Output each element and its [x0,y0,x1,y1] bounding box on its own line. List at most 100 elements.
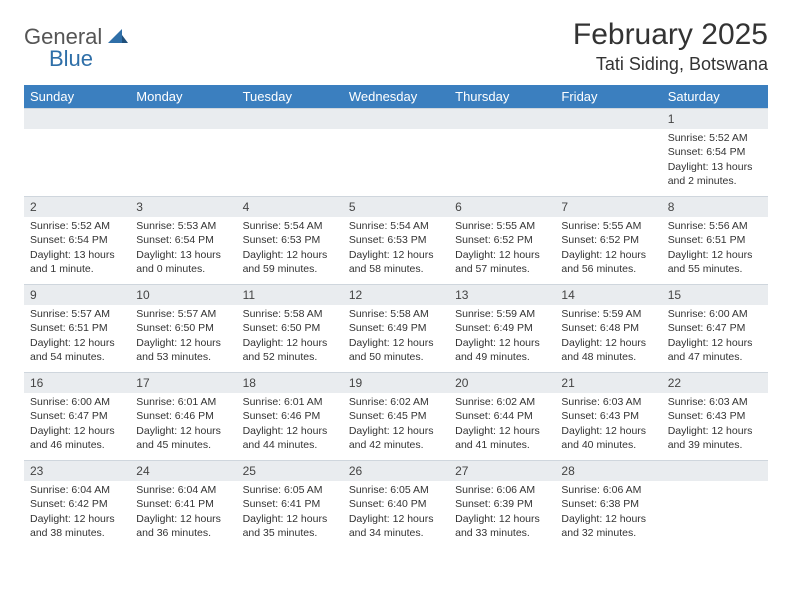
day-sunset: Sunset: 6:47 PM [30,409,124,423]
day-sunrise: Sunrise: 6:03 AM [668,395,762,409]
day-daylight: Daylight: 12 hours and 56 minutes. [561,248,655,276]
day-sunrise: Sunrise: 5:52 AM [668,131,762,145]
title-block: February 2025 Tati Siding, Botswana [573,18,768,75]
weekday-friday: Friday [555,85,661,108]
day-daylight: Daylight: 12 hours and 58 minutes. [349,248,443,276]
day-sunrise: Sunrise: 6:05 AM [243,483,337,497]
day-sunset: Sunset: 6:43 PM [668,409,762,423]
day-cell: 10Sunrise: 5:57 AMSunset: 6:50 PMDayligh… [130,284,236,372]
day-cell: 14Sunrise: 5:59 AMSunset: 6:48 PMDayligh… [555,284,661,372]
day-body: Sunrise: 6:05 AMSunset: 6:40 PMDaylight:… [343,481,449,546]
day-daylight: Daylight: 12 hours and 59 minutes. [243,248,337,276]
day-number: 27 [449,461,555,481]
day-sunset: Sunset: 6:39 PM [455,497,549,511]
calendar-week: 2Sunrise: 5:52 AMSunset: 6:54 PMDaylight… [24,196,768,284]
day-sunset: Sunset: 6:54 PM [30,233,124,247]
day-body: Sunrise: 5:56 AMSunset: 6:51 PMDaylight:… [662,217,768,282]
day-number: 5 [343,197,449,217]
day-sunset: Sunset: 6:51 PM [668,233,762,247]
day-body: Sunrise: 6:06 AMSunset: 6:38 PMDaylight:… [555,481,661,546]
day-cell: 21Sunrise: 6:03 AMSunset: 6:43 PMDayligh… [555,372,661,460]
brand-part2: Blue [49,46,93,72]
day-number: 4 [237,197,343,217]
day-sunset: Sunset: 6:41 PM [136,497,230,511]
day-number: 15 [662,285,768,305]
day-number: 10 [130,285,236,305]
day-cell [662,460,768,548]
day-number: 9 [24,285,130,305]
day-body: Sunrise: 5:54 AMSunset: 6:53 PMDaylight:… [343,217,449,282]
day-daylight: Daylight: 13 hours and 0 minutes. [136,248,230,276]
day-sunset: Sunset: 6:50 PM [243,321,337,335]
day-sunset: Sunset: 6:52 PM [455,233,549,247]
calendar-week: 16Sunrise: 6:00 AMSunset: 6:47 PMDayligh… [24,372,768,460]
month-title: February 2025 [573,18,768,52]
day-body: Sunrise: 6:03 AMSunset: 6:43 PMDaylight:… [662,393,768,458]
day-daylight: Daylight: 13 hours and 2 minutes. [668,160,762,188]
day-cell: 22Sunrise: 6:03 AMSunset: 6:43 PMDayligh… [662,372,768,460]
day-number: 8 [662,197,768,217]
day-daylight: Daylight: 12 hours and 55 minutes. [668,248,762,276]
day-sunrise: Sunrise: 6:03 AM [561,395,655,409]
day-daylight: Daylight: 12 hours and 54 minutes. [30,336,124,364]
day-number: 24 [130,461,236,481]
day-body: Sunrise: 5:55 AMSunset: 6:52 PMDaylight:… [449,217,555,282]
day-cell: 2Sunrise: 5:52 AMSunset: 6:54 PMDaylight… [24,196,130,284]
day-number [555,109,661,129]
day-cell: 24Sunrise: 6:04 AMSunset: 6:41 PMDayligh… [130,460,236,548]
day-body: Sunrise: 6:05 AMSunset: 6:41 PMDaylight:… [237,481,343,546]
day-sunset: Sunset: 6:49 PM [349,321,443,335]
day-cell: 7Sunrise: 5:55 AMSunset: 6:52 PMDaylight… [555,196,661,284]
day-body: Sunrise: 5:54 AMSunset: 6:53 PMDaylight:… [237,217,343,282]
day-sunset: Sunset: 6:48 PM [561,321,655,335]
calendar-body: 1Sunrise: 5:52 AMSunset: 6:54 PMDaylight… [24,108,768,548]
day-sunrise: Sunrise: 5:52 AM [30,219,124,233]
day-number: 22 [662,373,768,393]
day-cell: 20Sunrise: 6:02 AMSunset: 6:44 PMDayligh… [449,372,555,460]
day-daylight: Daylight: 12 hours and 50 minutes. [349,336,443,364]
calendar-week: 1Sunrise: 5:52 AMSunset: 6:54 PMDaylight… [24,108,768,196]
day-daylight: Daylight: 13 hours and 1 minute. [30,248,124,276]
header-bar: General February 2025 Tati Siding, Botsw… [24,18,768,75]
day-number [343,109,449,129]
day-sunrise: Sunrise: 5:53 AM [136,219,230,233]
day-daylight: Daylight: 12 hours and 33 minutes. [455,512,549,540]
day-cell [555,108,661,196]
day-sunrise: Sunrise: 5:55 AM [455,219,549,233]
day-body: Sunrise: 6:00 AMSunset: 6:47 PMDaylight:… [662,305,768,370]
day-body: Sunrise: 5:58 AMSunset: 6:50 PMDaylight:… [237,305,343,370]
day-body: Sunrise: 5:52 AMSunset: 6:54 PMDaylight:… [24,217,130,282]
day-number: 14 [555,285,661,305]
day-daylight: Daylight: 12 hours and 57 minutes. [455,248,549,276]
day-body: Sunrise: 5:59 AMSunset: 6:49 PMDaylight:… [449,305,555,370]
day-cell: 1Sunrise: 5:52 AMSunset: 6:54 PMDaylight… [662,108,768,196]
day-number [237,109,343,129]
day-body: Sunrise: 6:02 AMSunset: 6:45 PMDaylight:… [343,393,449,458]
day-daylight: Daylight: 12 hours and 36 minutes. [136,512,230,540]
day-sunrise: Sunrise: 6:06 AM [561,483,655,497]
day-sunrise: Sunrise: 5:55 AM [561,219,655,233]
calendar-week: 23Sunrise: 6:04 AMSunset: 6:42 PMDayligh… [24,460,768,548]
calendar-week: 9Sunrise: 5:57 AMSunset: 6:51 PMDaylight… [24,284,768,372]
day-sunset: Sunset: 6:49 PM [455,321,549,335]
day-sunrise: Sunrise: 5:54 AM [243,219,337,233]
day-number: 17 [130,373,236,393]
day-sunrise: Sunrise: 5:59 AM [561,307,655,321]
day-cell [343,108,449,196]
day-sunrise: Sunrise: 6:04 AM [136,483,230,497]
day-daylight: Daylight: 12 hours and 44 minutes. [243,424,337,452]
day-sunrise: Sunrise: 6:02 AM [455,395,549,409]
day-number: 6 [449,197,555,217]
day-sunset: Sunset: 6:53 PM [243,233,337,247]
day-sunset: Sunset: 6:47 PM [668,321,762,335]
day-body: Sunrise: 6:02 AMSunset: 6:44 PMDaylight:… [449,393,555,458]
day-body: Sunrise: 6:04 AMSunset: 6:41 PMDaylight:… [130,481,236,546]
day-body: Sunrise: 5:53 AMSunset: 6:54 PMDaylight:… [130,217,236,282]
day-sunrise: Sunrise: 5:57 AM [136,307,230,321]
day-daylight: Daylight: 12 hours and 47 minutes. [668,336,762,364]
day-cell: 26Sunrise: 6:05 AMSunset: 6:40 PMDayligh… [343,460,449,548]
day-sunrise: Sunrise: 6:04 AM [30,483,124,497]
day-number [449,109,555,129]
day-body: Sunrise: 5:55 AMSunset: 6:52 PMDaylight:… [555,217,661,282]
day-cell: 12Sunrise: 5:58 AMSunset: 6:49 PMDayligh… [343,284,449,372]
